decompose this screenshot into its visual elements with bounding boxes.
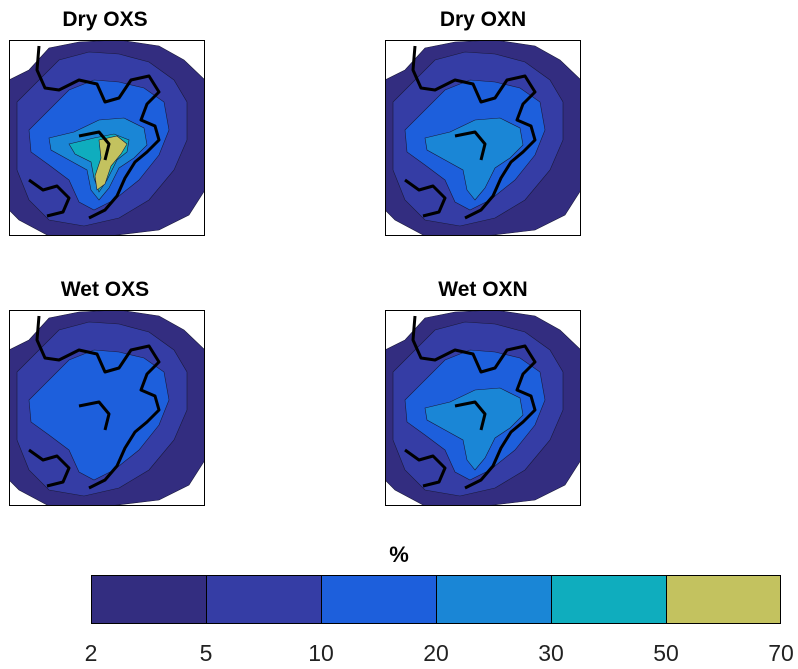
coastline-path bbox=[404, 315, 537, 490]
map-wet-oxs bbox=[9, 310, 205, 506]
colorbar-segment bbox=[321, 575, 436, 624]
coastline-path bbox=[28, 315, 161, 490]
contour-region-2 bbox=[28, 349, 170, 481]
land-outline bbox=[404, 315, 537, 490]
panel-title-wet-oxs: Wet OXS bbox=[60, 278, 150, 301]
colorbar-segment bbox=[91, 575, 206, 624]
map-dry-oxn-svg bbox=[385, 40, 581, 236]
land-outline bbox=[404, 45, 537, 220]
colorbar-tick-label: 2 bbox=[84, 640, 98, 666]
colorbar-tick-label: 5 bbox=[199, 640, 213, 666]
panel-title-wet-oxn: Wet OXN bbox=[438, 278, 528, 301]
land-outline bbox=[28, 315, 161, 490]
panel-title-dry-oxn: Dry OXN bbox=[439, 8, 527, 31]
contour-region-3 bbox=[424, 387, 524, 471]
colorbar-tick-label: 10 bbox=[308, 640, 334, 666]
colorbar-segment bbox=[666, 575, 781, 624]
map-dry-oxs bbox=[9, 40, 205, 236]
coastline-path bbox=[28, 45, 161, 220]
colorbar-label: % bbox=[389, 542, 409, 567]
colorbar bbox=[91, 575, 781, 624]
colorbar-segment bbox=[436, 575, 551, 624]
map-dry-oxn bbox=[385, 40, 581, 236]
contour-region-5 bbox=[94, 135, 128, 191]
coastline-path bbox=[404, 45, 537, 220]
map-wet-oxn-svg bbox=[385, 310, 581, 506]
colorbar-tick-label: 20 bbox=[423, 640, 449, 666]
colorbar-tick-label: 50 bbox=[653, 640, 679, 666]
colorbar-tick-label: 70 bbox=[768, 640, 794, 666]
map-wet-oxs-svg bbox=[9, 310, 205, 506]
map-wet-oxn bbox=[385, 310, 581, 506]
panel-title-dry-oxs: Dry OXS bbox=[62, 8, 148, 31]
contour-region-3 bbox=[424, 117, 524, 201]
land-outline bbox=[28, 45, 161, 220]
colorbar-tick-label: 30 bbox=[538, 640, 564, 666]
map-dry-oxs-svg bbox=[9, 40, 205, 236]
colorbar-segment bbox=[206, 575, 321, 624]
colorbar-segment bbox=[551, 575, 666, 624]
